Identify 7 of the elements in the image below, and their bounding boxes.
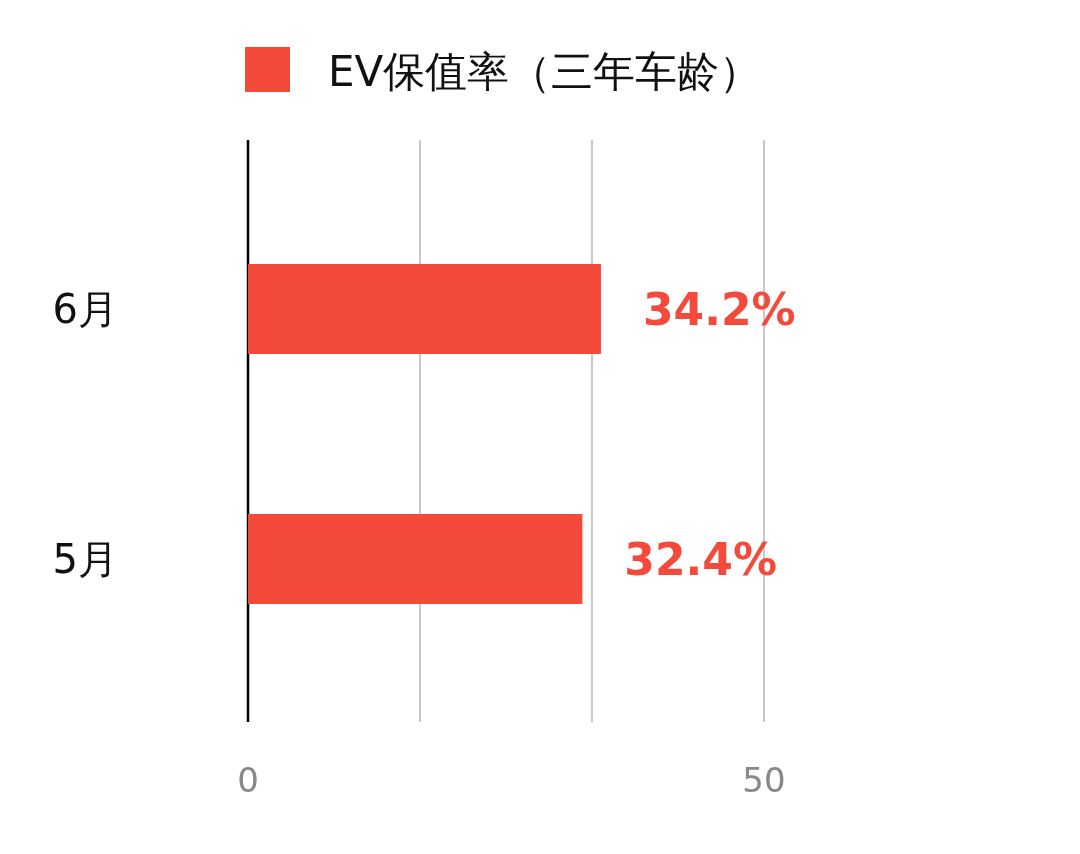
y-tick-label: 5月 [52,536,118,582]
legend-label: EV保值率（三年车龄） [328,47,762,96]
data-label: 32.4% [624,534,778,585]
x-tick-label: 0 [237,760,259,800]
y-tick-label: 6月 [52,286,118,332]
data-label: 34.2% [642,284,796,335]
x-tick-label: 50 [742,760,786,800]
